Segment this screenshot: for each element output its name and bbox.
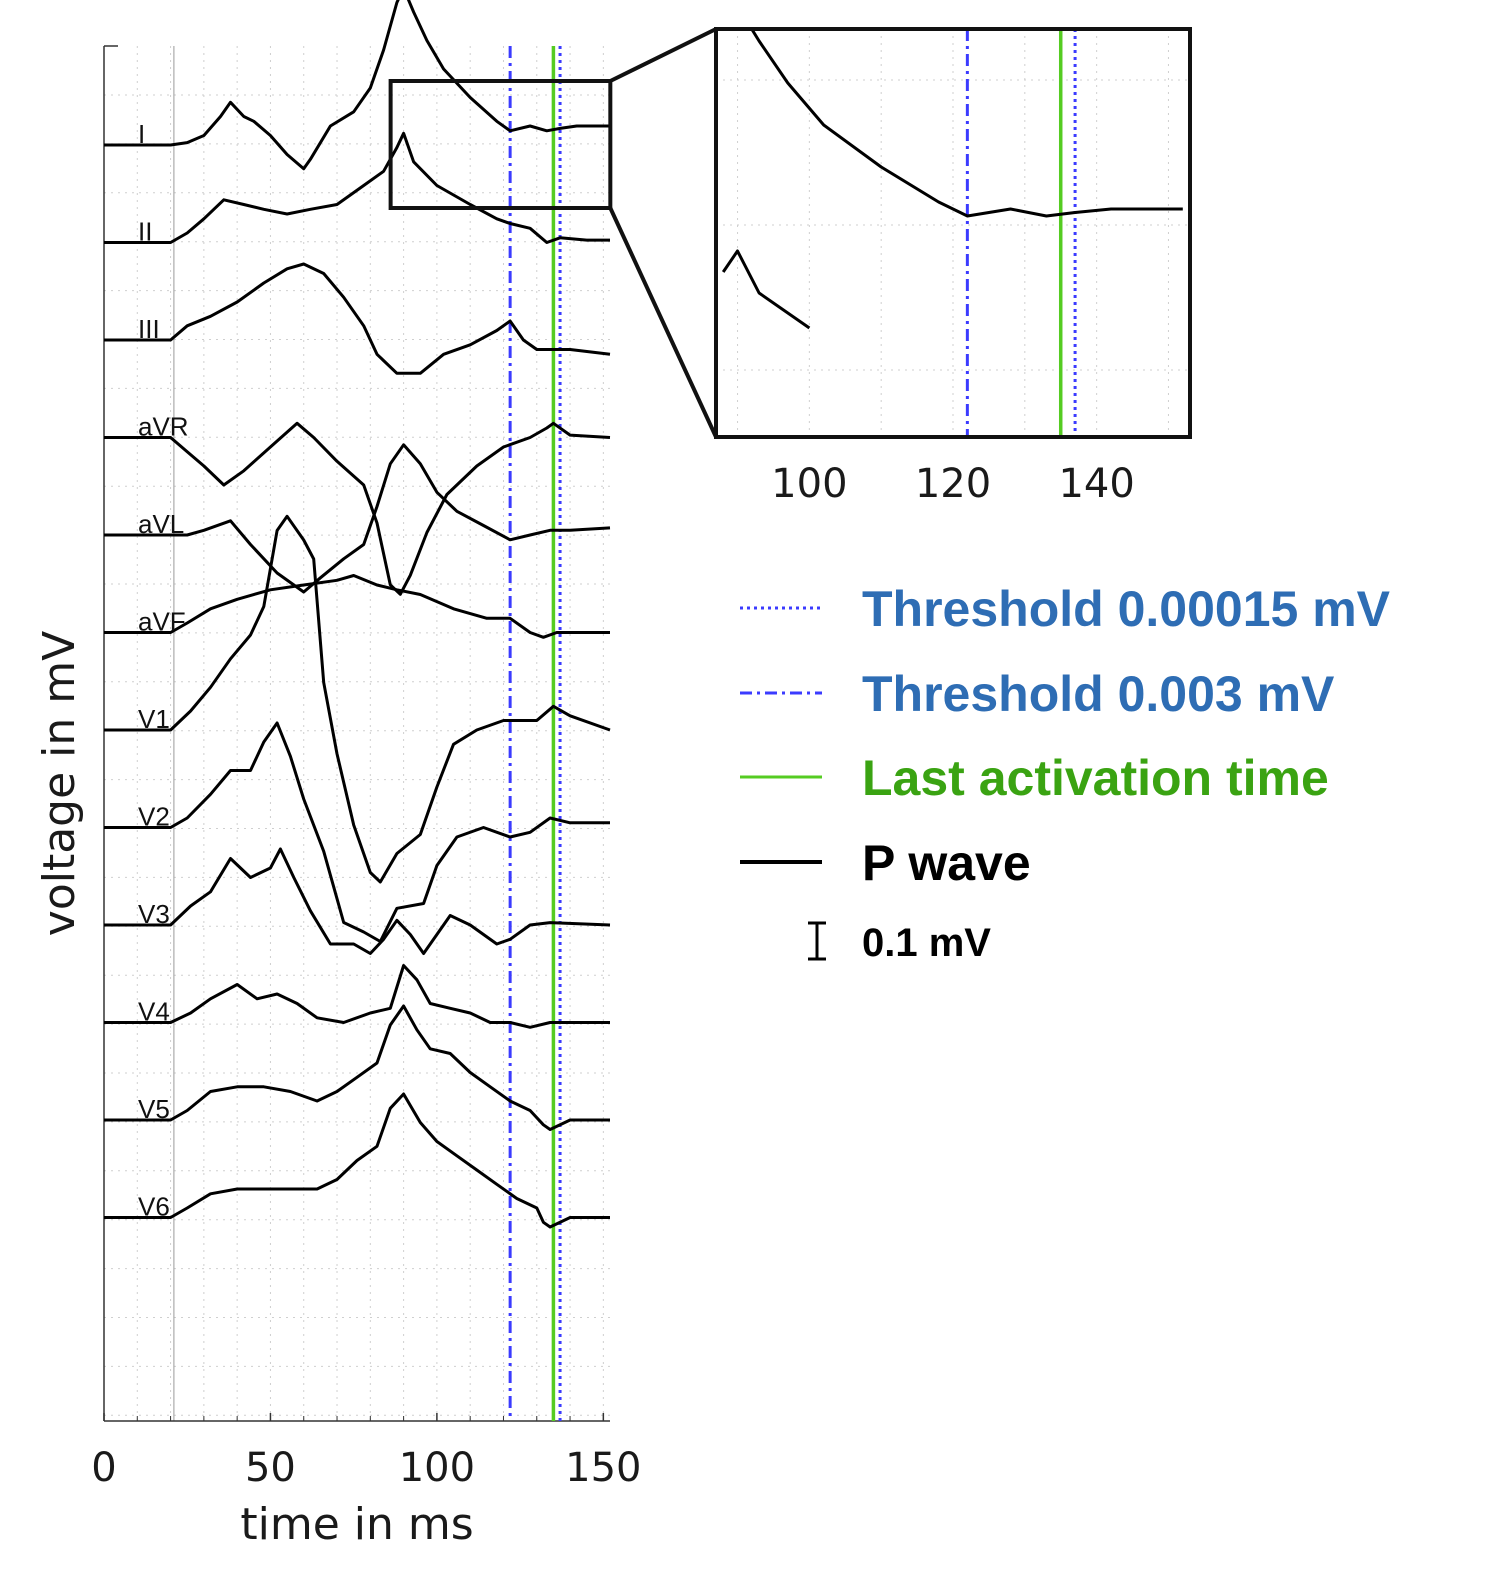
lead-i-label: I xyxy=(138,119,145,149)
inset-lead-ii-trace xyxy=(721,249,811,330)
legend: Threshold 0.00015 mV Threshold 0.003 mV La… xyxy=(740,581,1391,965)
x-tick-label: 0 xyxy=(91,1445,116,1491)
lead-v3-label: V3 xyxy=(138,899,170,929)
lead-avl-label: aVL xyxy=(138,509,184,539)
lead-iii-label: III xyxy=(138,314,160,344)
lead-v2-trace xyxy=(104,721,610,943)
lead-avr-trace xyxy=(104,421,611,596)
zoom-box xyxy=(388,79,613,210)
lead-v5-trace xyxy=(104,1004,610,1131)
lead-v1-trace xyxy=(104,514,611,884)
lead-v1-label: V1 xyxy=(138,704,170,734)
lead-iii-trace xyxy=(104,262,611,375)
inset-x-tick-label: 140 xyxy=(1058,461,1134,507)
scale-bar-label: 0.1 mV xyxy=(862,921,991,965)
inset-x-tick-label: 100 xyxy=(771,461,847,507)
inset-content xyxy=(716,29,1190,437)
zoom-inset-plot: 100 120 140 xyxy=(608,27,1192,507)
lead-avl-trace xyxy=(104,443,611,594)
lead-avf-label: aVF xyxy=(138,607,186,637)
x-tick-label: 150 xyxy=(565,1445,641,1491)
lead-i-trace xyxy=(104,0,610,171)
p-wave-legend-label: P wave xyxy=(862,835,1031,891)
threshold-0-00015-mv-legend-label: Threshold 0.00015 mV xyxy=(862,581,1391,637)
inset-x-tick-label: 120 xyxy=(915,461,991,507)
lead-v4-trace xyxy=(104,964,610,1029)
threshold-0-003-mv-legend-label: Threshold 0.003 mV xyxy=(862,666,1335,722)
lead-v5-label: V5 xyxy=(138,1094,170,1124)
lead-v6-trace xyxy=(104,1092,610,1229)
zoom-connector-top xyxy=(609,27,717,83)
x-tick-label: 100 xyxy=(399,1445,475,1491)
lead-avr-label: aVR xyxy=(138,412,189,442)
lead-v4-label: V4 xyxy=(138,997,170,1027)
zoom-connector-bottom xyxy=(608,207,718,438)
scale-bar xyxy=(808,921,826,961)
x-tick-label: 50 xyxy=(245,1445,296,1491)
lead-ii-label: II xyxy=(138,217,152,247)
y-axis-label: voltage in mV xyxy=(34,631,85,936)
lead-v6-label: V6 xyxy=(138,1192,170,1222)
inset-lead-i-trace xyxy=(749,29,1183,218)
last-activation-time-legend-label: Last activation time xyxy=(862,750,1329,806)
inset-frame xyxy=(714,27,1192,439)
lead-ii-trace xyxy=(104,131,610,244)
lead-v3-trace xyxy=(104,847,611,955)
lead-avf-trace xyxy=(104,574,610,639)
x-axis-label: time in ms xyxy=(240,1499,473,1550)
lead-v2-label: V2 xyxy=(138,802,170,832)
